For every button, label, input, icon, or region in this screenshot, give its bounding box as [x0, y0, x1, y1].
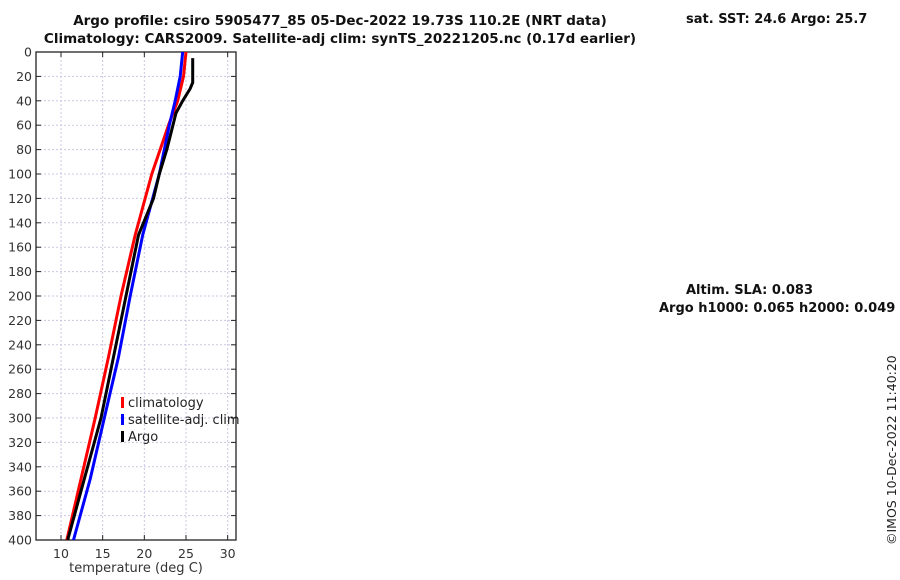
y-tick-label: 120 — [8, 191, 32, 206]
figure-title-line1: Argo profile: csiro 5905477_85 05-Dec-20… — [73, 13, 607, 29]
legend-satellite-adj-swatch — [121, 414, 124, 425]
y-tick-label: 200 — [8, 289, 32, 304]
series-line-satellite-adj-clim — [72, 51, 185, 541]
y-tick-label: 160 — [8, 240, 32, 255]
x-axis-label: temperature (deg C) — [69, 561, 203, 576]
y-tick-label: 100 — [8, 167, 32, 182]
sla-map-title-line1: Altim. SLA: 0.083 — [686, 283, 813, 298]
legend-climatology-label: climatology — [128, 396, 204, 411]
y-tick-label: 360 — [8, 484, 32, 499]
y-tick-label: 60 — [16, 118, 32, 133]
legend-argo-swatch — [121, 431, 124, 442]
x-tick-label: 10 — [53, 546, 69, 561]
y-tick-label: 180 — [8, 264, 32, 279]
y-tick-label: 280 — [8, 386, 32, 401]
y-tick-label: 300 — [8, 411, 32, 426]
y-tick-label: 140 — [8, 215, 32, 230]
y-tick-label: 380 — [8, 508, 32, 523]
y-tick-label: 220 — [8, 313, 32, 328]
sla-map-title-line2: Argo h1000: 0.065 h2000: 0.049 — [659, 301, 896, 316]
x-tick-label: 30 — [220, 546, 236, 561]
x-tick-label: 25 — [178, 546, 194, 561]
y-tick-label: 80 — [16, 142, 32, 157]
y-tick-label: 20 — [16, 69, 32, 84]
legend-climatology-swatch — [121, 397, 124, 408]
y-tick-label: 340 — [8, 459, 32, 474]
figure-title-line2: Climatology: CARS2009. Satellite-adj cli… — [43, 31, 637, 47]
y-tick-label: 240 — [8, 337, 32, 352]
imos-credit: ©IMOS 10-Dec-2022 11:40:20 — [884, 355, 899, 545]
legend-satellite-adj-label: satellite-adj. clim — [128, 413, 240, 428]
y-tick-label: 260 — [8, 362, 32, 377]
y-tick-label: 320 — [8, 435, 32, 450]
series-line-argo — [66, 58, 195, 541]
y-tick-label: 0 — [24, 45, 32, 60]
legend-argo-label: Argo — [128, 430, 158, 445]
x-tick-label: 15 — [95, 546, 111, 561]
y-tick-label: 400 — [8, 533, 32, 548]
x-tick-label: 20 — [136, 546, 152, 561]
y-tick-label: 40 — [16, 93, 32, 108]
series-line-climatology — [65, 51, 188, 541]
temperature-panel: 0 20 40 60 80 100 120 140 160 180 200 220 240 260 280 3… — [8, 45, 239, 577]
sst-map-title: sat. SST: 24.6 Argo: 25.7 — [686, 12, 868, 27]
